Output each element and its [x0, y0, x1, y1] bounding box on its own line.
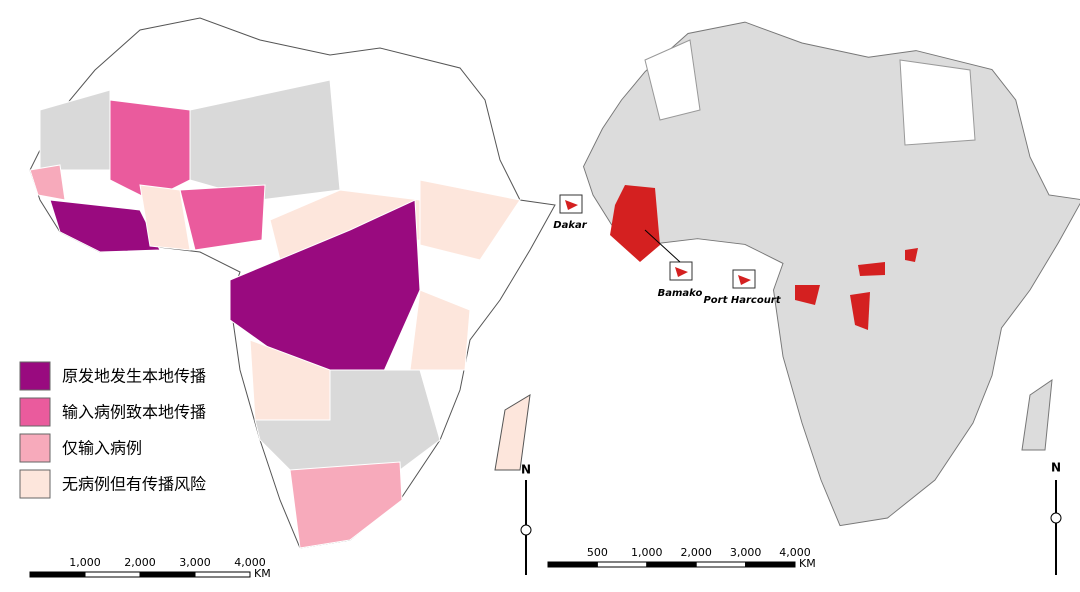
scale-segment: [695, 561, 747, 568]
legend-swatch: [19, 433, 51, 463]
scale-label: 1,000: [69, 556, 101, 569]
legend-label: 仅输入病例: [62, 439, 142, 458]
scale-label: 3,000: [179, 556, 211, 569]
region: [29, 164, 66, 201]
legend-swatch: [19, 361, 51, 391]
scale-segment: [596, 561, 648, 568]
region: [409, 289, 471, 371]
legend-swatch: [19, 397, 51, 427]
region: [39, 89, 111, 171]
scale-segment: [194, 571, 251, 578]
region: [644, 39, 701, 121]
scale-label: 4,000: [234, 556, 266, 569]
region: [109, 99, 191, 201]
outbreak-area: [795, 285, 820, 305]
legend-label: 输入病例致本地传播: [62, 403, 206, 422]
scale-segment: [29, 571, 86, 578]
region: [139, 184, 191, 251]
region: [289, 461, 403, 549]
inset-label: Port Harcourt: [703, 295, 781, 306]
scale-segment: [646, 561, 697, 568]
legend-label: 原发地发生本地传播: [62, 367, 206, 386]
north-label: N: [1051, 461, 1061, 475]
pointer: [644, 229, 681, 263]
legend-swatch: [19, 469, 51, 499]
north-arrow: N: [520, 463, 532, 575]
scale-unit: KM: [799, 557, 816, 570]
scale-segment: [745, 561, 796, 568]
scale-segment: [139, 571, 196, 578]
scale-unit: KM: [254, 567, 271, 580]
inset-label: Bamako: [658, 288, 703, 299]
scale-label: 4,000: [779, 546, 811, 559]
scale-segment: [547, 561, 598, 568]
region: [229, 199, 421, 381]
right-map: Dakar Bamako Port Harcourt N 500 1,000 2,0…: [547, 21, 1080, 575]
scale-label: 500: [587, 546, 608, 559]
north-label: N: [521, 463, 531, 477]
scale-label: 1,000: [631, 546, 663, 559]
island: [494, 394, 531, 471]
scale-label: 3,000: [730, 546, 762, 559]
scale-label: 2,000: [680, 546, 712, 559]
region: [49, 199, 161, 253]
region: [179, 184, 266, 251]
island: [1021, 378, 1053, 451]
outbreak-area: [905, 248, 918, 262]
region: [899, 59, 976, 146]
scale-label: 2,000: [124, 556, 156, 569]
region: [419, 179, 521, 261]
outbreak-area: [858, 262, 885, 276]
scale-segment: [84, 571, 141, 578]
north-arrow: N: [1050, 461, 1062, 575]
outbreak-area: [850, 292, 870, 330]
inset-label: Dakar: [553, 220, 587, 231]
legend-label: 无病例但有传播风险: [62, 475, 206, 494]
outbreak-area: [610, 185, 660, 262]
